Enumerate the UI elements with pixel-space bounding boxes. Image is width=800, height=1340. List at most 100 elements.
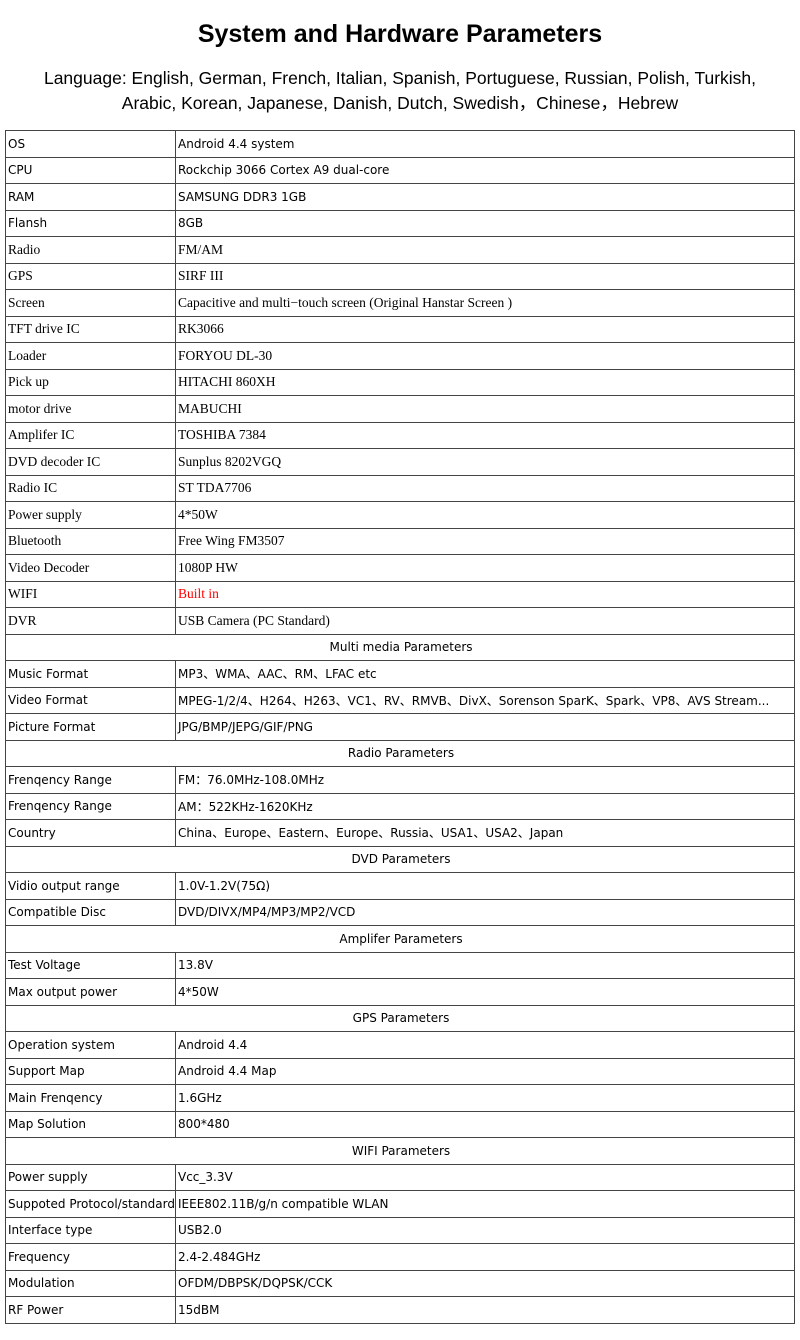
param-name: RAM — [5, 183, 176, 211]
table-row: Bluetooth Free Wing FM3507 — [5, 527, 795, 555]
spec-table: OS Android 4.4 system CPU Rockchip 3066 Cor… — [5, 130, 795, 1324]
table-row: CPU Rockchip 3066 Cortex A9 dual-core — [5, 156, 795, 184]
table-row: Frequency 2.4-2.484GHz — [5, 1243, 795, 1271]
param-name: CPU — [5, 156, 176, 184]
param-name: WIFI — [5, 580, 176, 608]
param-value: SIRF III — [175, 262, 795, 290]
param-name: Pick up — [5, 368, 176, 396]
table-row: Frenqency Range AM：522KHz-1620KHz — [5, 792, 795, 820]
param-name: Interface type — [5, 1216, 176, 1244]
param-name: Loader — [5, 342, 176, 370]
param-name: Video Format — [5, 686, 176, 714]
param-value: FORYOU DL-30 — [175, 342, 795, 370]
section-header-row: Amplifer Parameters — [5, 925, 795, 953]
param-name: Suppoted Protocol/standard — [5, 1190, 176, 1218]
param-value: ST TDA7706 — [175, 474, 795, 502]
table-row: Radio IC ST TDA7706 — [5, 474, 795, 502]
param-value: AM：522KHz-1620KHz — [175, 792, 795, 820]
param-name: Power supply — [5, 501, 176, 529]
param-name: Test Voltage — [5, 951, 176, 979]
section-title: DVD Parameters — [5, 845, 795, 873]
section-title: GPS Parameters — [5, 1004, 795, 1032]
param-value: 4*50W — [175, 501, 795, 529]
param-value: HITACHI 860XH — [175, 368, 795, 396]
param-value: China、Europe、Eastern、Europe、Russia、USA1、… — [175, 819, 795, 847]
param-name: Vidio output range — [5, 872, 176, 900]
language-line-2: Arabic, Korean, Japanese, Danish, Dutch,… — [121, 93, 679, 113]
param-value: 13.8V — [175, 951, 795, 979]
param-value: MABUCHI — [175, 395, 795, 423]
table-row: Loader FORYOU DL-30 — [5, 342, 795, 370]
param-value: Vcc_3.3V — [175, 1163, 795, 1191]
param-name: motor drive — [5, 395, 176, 423]
param-value: JPG/BMP/JEPG/GIF/PNG — [175, 713, 795, 741]
table-row: GPS SIRF III — [5, 262, 795, 290]
param-value: Capacitive and multi−touch screen (Origi… — [175, 289, 795, 317]
section-header-row: DVD Parameters — [5, 845, 795, 873]
table-row: RF Power 15dBM — [5, 1296, 795, 1324]
param-value: OFDM/DBPSK/DQPSK/CCK — [175, 1269, 795, 1297]
table-row: Music Format MP3、WMA、AAC、RM、LFAC etc — [5, 660, 795, 688]
table-row: Power supply Vcc_3.3V — [5, 1163, 795, 1191]
param-value: Android 4.4 — [175, 1031, 795, 1059]
table-row: Frenqency Range FM：76.0MHz-108.0MHz — [5, 766, 795, 794]
table-row: Max output power 4*50W — [5, 978, 795, 1006]
table-row: Country China、Europe、Eastern、Europe、Russi… — [5, 819, 795, 847]
table-row: Pick up HITACHI 860XH — [5, 368, 795, 396]
param-value: 8GB — [175, 209, 795, 237]
table-row: TFT drive IC RK3066 — [5, 315, 795, 343]
table-row: Vidio output range 1.0V-1.2V(75Ω) — [5, 872, 795, 900]
param-value: MP3、WMA、AAC、RM、LFAC etc — [175, 660, 795, 688]
param-name: Power supply — [5, 1163, 176, 1191]
param-value: MPEG-1/2/4、H264、H263、VC1、RV、RMVB、DivX、So… — [175, 686, 795, 714]
param-value: RK3066 — [175, 315, 795, 343]
param-name: Bluetooth — [5, 527, 176, 555]
param-name: Frequency — [5, 1243, 176, 1271]
param-value: USB2.0 — [175, 1216, 795, 1244]
table-row: DVD decoder IC Sunplus 8202VGQ — [5, 448, 795, 476]
param-name: Country — [5, 819, 176, 847]
table-row: WIFI Built in — [5, 580, 795, 608]
param-value: Free Wing FM3507 — [175, 527, 795, 555]
language-list: Language: English, German, French, Itali… — [0, 66, 800, 116]
param-name: Music Format — [5, 660, 176, 688]
param-value: 15dBM — [175, 1296, 795, 1324]
param-value: 1080P HW — [175, 554, 795, 582]
param-name: DVD decoder IC — [5, 448, 176, 476]
param-value: Built in — [175, 580, 795, 608]
table-row: DVR USB Camera (PC Standard) — [5, 607, 795, 635]
param-name: Support Map — [5, 1057, 176, 1085]
page-title: System and Hardware Parameters — [197, 20, 603, 48]
param-value: Android 4.4 Map — [175, 1057, 795, 1085]
table-row: Power supply 4*50W — [5, 501, 795, 529]
table-row: Screen Capacitive and multi−touch screen … — [5, 289, 795, 317]
table-row: motor drive MABUCHI — [5, 395, 795, 423]
section-header-row: GPS Parameters — [5, 1004, 795, 1032]
table-row: Picture Format JPG/BMP/JEPG/GIF/PNG — [5, 713, 795, 741]
param-name: Main Frenqency — [5, 1084, 176, 1112]
section-title: Radio Parameters — [5, 739, 795, 767]
param-name: Radio — [5, 236, 176, 264]
table-row: Main Frenqency 1.6GHz — [5, 1084, 795, 1112]
table-row: Video Decoder 1080P HW — [5, 554, 795, 582]
param-value: Android 4.4 system — [175, 130, 795, 158]
param-value: 2.4-2.484GHz — [175, 1243, 795, 1271]
table-row: OS Android 4.4 system — [5, 130, 795, 158]
param-value: 800*480 — [175, 1110, 795, 1138]
param-value: 1.6GHz — [175, 1084, 795, 1112]
table-row: Suppoted Protocol/standard IEEE802.11B/g/… — [5, 1190, 795, 1218]
param-name: TFT drive IC — [5, 315, 176, 343]
table-row: Map Solution 800*480 — [5, 1110, 795, 1138]
table-row: Support Map Android 4.4 Map — [5, 1057, 795, 1085]
param-value: Sunplus 8202VGQ — [175, 448, 795, 476]
param-value: USB Camera (PC Standard) — [175, 607, 795, 635]
param-value: 1.0V-1.2V(75Ω) — [175, 872, 795, 900]
table-row: Flansh 8GB — [5, 209, 795, 237]
table-row: Radio FM/AM — [5, 236, 795, 264]
section-title: WIFI Parameters — [5, 1137, 795, 1165]
language-line-1: Language: English, German, French, Itali… — [43, 68, 757, 88]
param-value: FM：76.0MHz-108.0MHz — [175, 766, 795, 794]
table-row: Compatible Disc DVD/DIVX/MP4/MP3/MP2/VCD — [5, 898, 795, 926]
param-name: Video Decoder — [5, 554, 176, 582]
table-row: Amplifer IC TOSHIBA 7384 — [5, 421, 795, 449]
